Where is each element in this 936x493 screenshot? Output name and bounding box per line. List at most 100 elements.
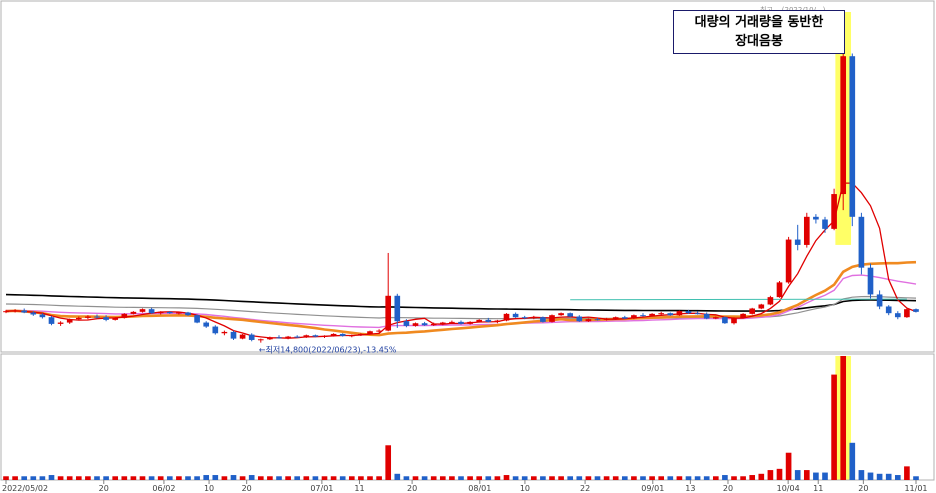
candle: [157, 311, 164, 315]
candle-body: [530, 317, 537, 319]
volume-bar: [676, 476, 683, 480]
candle-body: [130, 311, 137, 314]
candle-body: [230, 331, 237, 339]
volume-bar: [822, 472, 828, 480]
candle: [121, 313, 128, 319]
volume-bar: [112, 476, 119, 480]
candle: [3, 309, 9, 314]
candle-body: [285, 336, 291, 338]
candle-body: [603, 318, 610, 320]
candle-body: [12, 310, 18, 312]
volume-bar: [449, 476, 455, 480]
candle-body: [494, 320, 501, 322]
candle: [312, 334, 319, 338]
high-price-marker: 최고 ...(2022/10/...): [760, 5, 826, 14]
x-tick-label: 09/01: [641, 484, 664, 493]
candle-body: [85, 316, 91, 318]
volume-bar: [831, 374, 837, 480]
candle: [103, 315, 109, 322]
volume-bar: [722, 475, 728, 480]
volume-bar: [430, 476, 437, 480]
candle-body: [294, 336, 301, 338]
volume-bar: [758, 473, 765, 480]
candle: [667, 312, 674, 316]
candle: [813, 214, 819, 224]
candle-body: [813, 216, 819, 220]
candle: [248, 333, 255, 342]
candle: [758, 303, 765, 310]
candle-body: [913, 309, 919, 312]
candle: [885, 305, 892, 316]
volume-bar: [776, 468, 783, 480]
candle: [230, 330, 237, 340]
volume-bar: [712, 476, 719, 480]
candle: [66, 318, 73, 324]
candle: [767, 295, 774, 306]
candle-body: [858, 216, 865, 268]
candle-body: [376, 330, 382, 332]
candle-body: [3, 311, 9, 313]
candle-body: [503, 313, 510, 321]
candle-body: [94, 316, 100, 318]
candle: [439, 321, 446, 326]
candle-body: [585, 319, 592, 322]
candle: [585, 318, 592, 322]
volume-bar: [749, 475, 756, 480]
candle-body: [430, 323, 437, 326]
candle: [458, 320, 464, 325]
candle: [212, 325, 219, 335]
candle: [876, 290, 883, 310]
candle-body: [276, 337, 282, 339]
candle: [421, 321, 428, 326]
volume-bar: [257, 476, 264, 480]
volume-bar: [303, 476, 310, 480]
candle-body: [485, 319, 492, 322]
candle-body: [449, 321, 455, 323]
volume-bar: [376, 476, 382, 480]
candle-body: [512, 313, 519, 318]
candle: [594, 317, 601, 321]
candle-body: [39, 314, 46, 318]
volume-bar: [403, 476, 410, 480]
candle-body: [649, 313, 655, 316]
volume-bar: [339, 476, 346, 480]
candle: [303, 334, 310, 338]
candle: [139, 308, 146, 313]
volume-bar: [230, 475, 237, 480]
candle-body: [21, 310, 28, 313]
candle: [12, 309, 18, 313]
volume-bar: [858, 470, 865, 480]
price-markers: ←최저14,800(2022/06/23),-13.45% 최고 ...(202…: [259, 5, 826, 355]
candle-body: [248, 334, 255, 340]
candle: [904, 308, 910, 318]
candle-body: [66, 319, 73, 323]
candle-body: [458, 321, 464, 324]
volume-bar: [103, 476, 109, 480]
x-tick-label: 11/01: [904, 484, 927, 493]
volume-bar: [12, 476, 18, 480]
candle-body: [394, 295, 401, 322]
volume-bar: [876, 473, 883, 480]
annotation-line-1: 대량의 거래량을 동반한: [694, 15, 824, 30]
volume-bar: [276, 476, 282, 480]
candle: [576, 315, 583, 322]
candle: [385, 252, 392, 332]
candle-body: [567, 313, 574, 317]
candle-body: [257, 339, 264, 341]
candle-body: [676, 311, 683, 316]
candle-body: [194, 315, 200, 323]
candle: [130, 311, 137, 315]
volume-bar: [321, 476, 328, 480]
candle: [57, 321, 64, 326]
candle-body: [658, 313, 665, 315]
candle-body: [758, 304, 765, 309]
candle: [449, 320, 455, 324]
volume-bar: [221, 476, 228, 480]
ma60-line: [6, 274, 917, 329]
candle-body: [894, 313, 901, 318]
candle-body: [303, 335, 310, 338]
candle-body: [712, 317, 719, 319]
x-tick-label: 20: [242, 484, 252, 493]
volume-bar: [421, 476, 428, 480]
volume-bar: [658, 476, 665, 480]
